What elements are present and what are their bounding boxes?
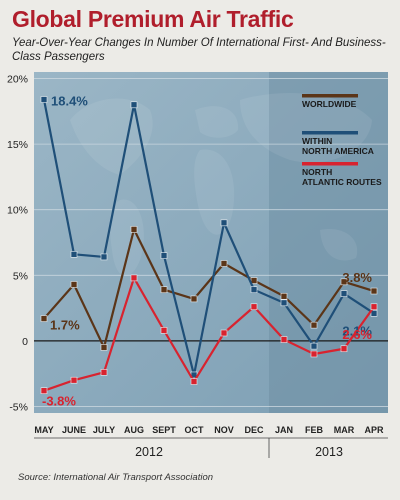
value-annotation: 18.4% [51,94,88,109]
year-label: 2013 [315,445,343,459]
value-annotation: 2.1% [342,323,372,338]
x-tick-label: DEC [244,425,264,435]
year-label: 2012 [135,445,163,459]
data-point [280,299,288,307]
legend-label-line: WORLDWIDE [302,99,357,109]
value-annotation: 3.8% [342,270,372,285]
data-point [40,387,48,395]
data-point [310,350,318,358]
data-point [340,278,348,286]
x-tick-label: SEPT [152,425,176,435]
data-point [70,281,78,288]
series-line-worldwide [43,228,375,349]
legend-label: WORLDWIDE [302,99,357,109]
y-tick-label: 10% [7,205,28,217]
x-tick-label: MAY [34,425,53,435]
data-point [100,369,108,376]
y-tick-label: -5% [9,401,28,413]
legend-swatch [302,162,358,166]
y-tick-label: 5% [13,270,28,282]
data-point [220,219,228,227]
legend-label-line: ATLANTIC ROUTES [302,177,382,187]
x-tick-label: JUNE [62,425,86,435]
data-point [250,303,258,311]
x-tick-label: MAR [334,425,355,435]
legend-swatch [302,131,358,135]
value-annotation: 1.7% [50,318,80,333]
data-point [40,315,48,322]
year-2013-shade [269,72,388,413]
legend-label-line: WITHIN [302,136,332,146]
legend-label-line: NORTH AMERICA [302,146,374,156]
data-point [130,101,138,109]
data-point [130,226,138,233]
data-point [370,303,378,311]
data-point [70,251,78,258]
data-point [190,295,198,303]
source-note: Source: International Air Transport Asso… [18,472,214,483]
data-point [130,274,138,282]
x-tick-label: JAN [275,425,293,435]
series-line-north-atlantic-routes [43,276,375,392]
value-annotation: 2.6% [342,327,372,342]
data-point [370,310,378,317]
data-point [280,292,288,300]
data-point [310,342,318,350]
legend-label: WITHIN NORTH AMERICA [302,136,374,156]
map-landmass [240,92,372,163]
data-point [160,327,168,334]
value-annotation: -3.8% [42,394,76,409]
map-landmass [194,149,235,235]
data-point [340,345,348,353]
data-point [160,252,168,259]
data-point [100,253,108,261]
x-tick-label: FEB [305,425,324,435]
data-point [370,287,378,295]
data-point [220,329,228,337]
map-landmass [320,229,358,261]
data-point [100,344,108,351]
y-tick-label: 15% [7,139,28,151]
data-point [310,321,318,329]
x-tick-label: APR [364,425,384,435]
x-tick-label: NOV [214,425,234,435]
data-point [250,286,258,294]
y-tick-label: 20% [7,74,28,86]
data-point [40,96,48,103]
legend-label: NORTH ATLANTIC ROUTES [302,167,382,187]
data-point [190,378,198,385]
chart-title: Global Premium Air Traffic [12,6,294,32]
y-tick-label: 0 [22,336,28,348]
data-point [160,286,168,294]
chart-subtitle: Year-Over-Year Changes In Number Of Inte… [12,37,386,63]
data-point [340,290,348,297]
x-tick-label: OCT [185,425,205,435]
data-point [70,376,78,384]
x-tick-label: JULY [93,425,115,435]
legend-swatch [302,94,358,98]
map-landmass [195,106,239,138]
x-tick-label: AUG [124,425,144,435]
data-point [220,260,228,267]
map-landmass [110,199,144,277]
series-line-within-north-america [42,99,375,377]
legend-label-line: NORTH [302,167,332,177]
data-point [280,336,288,343]
